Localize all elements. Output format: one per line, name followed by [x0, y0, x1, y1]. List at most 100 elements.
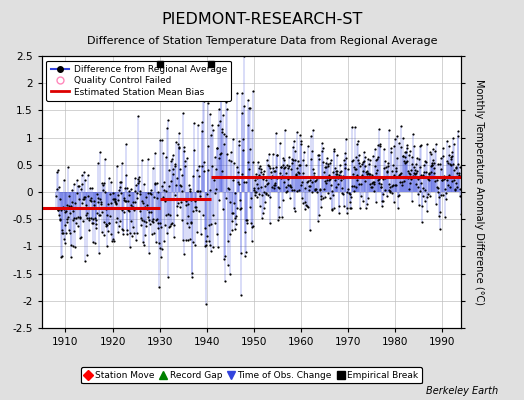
- Point: [283, 188, 291, 194]
- Point: [74, 214, 83, 220]
- Point: [315, 187, 324, 193]
- Point: [125, 208, 134, 214]
- Point: [258, 215, 266, 221]
- Point: [455, 170, 463, 176]
- Point: [445, 152, 453, 158]
- Point: [440, 176, 448, 182]
- Point: [68, 199, 77, 206]
- Point: [226, 148, 235, 155]
- Point: [99, 187, 107, 194]
- Point: [180, 147, 189, 154]
- Point: [137, 214, 146, 221]
- Point: [372, 199, 380, 206]
- Point: [227, 158, 235, 165]
- Point: [91, 215, 99, 221]
- Point: [331, 165, 339, 172]
- Point: [244, 122, 252, 128]
- Point: [202, 238, 211, 244]
- Point: [198, 128, 206, 134]
- Point: [176, 204, 184, 210]
- Point: [139, 200, 147, 206]
- Point: [395, 172, 403, 178]
- Point: [178, 216, 187, 223]
- Point: [85, 216, 94, 223]
- Point: [146, 190, 154, 196]
- Point: [225, 186, 233, 192]
- Point: [411, 160, 420, 167]
- Point: [106, 212, 114, 219]
- Point: [289, 138, 298, 144]
- Point: [73, 183, 82, 189]
- Point: [332, 170, 341, 177]
- Point: [202, 301, 210, 308]
- Point: [190, 120, 198, 126]
- Point: [243, 219, 251, 226]
- Point: [322, 164, 331, 170]
- Point: [113, 215, 121, 221]
- Point: [63, 219, 71, 225]
- Point: [182, 202, 191, 208]
- Point: [259, 189, 268, 195]
- Point: [66, 230, 74, 236]
- Point: [270, 182, 278, 188]
- Point: [192, 204, 200, 211]
- Point: [348, 124, 357, 130]
- Point: [161, 212, 170, 218]
- Point: [241, 253, 249, 259]
- Point: [174, 140, 182, 147]
- Point: [302, 202, 311, 208]
- Point: [162, 125, 171, 132]
- Point: [301, 206, 310, 213]
- Point: [135, 178, 144, 184]
- Point: [216, 150, 225, 156]
- Point: [401, 159, 410, 165]
- Point: [93, 210, 101, 216]
- Point: [178, 172, 186, 178]
- Point: [246, 105, 254, 111]
- Point: [185, 188, 194, 194]
- Point: [439, 192, 447, 198]
- Point: [223, 238, 232, 244]
- Point: [129, 204, 138, 210]
- Point: [100, 219, 108, 226]
- Point: [328, 207, 336, 213]
- Point: [425, 171, 433, 177]
- Point: [334, 175, 343, 181]
- Point: [211, 220, 220, 226]
- Point: [142, 194, 150, 200]
- Point: [456, 192, 464, 199]
- Point: [77, 234, 85, 240]
- Point: [424, 176, 432, 182]
- Point: [154, 224, 162, 231]
- Point: [260, 168, 268, 174]
- Point: [305, 227, 314, 233]
- Point: [241, 178, 249, 185]
- Point: [257, 184, 265, 190]
- Point: [420, 187, 429, 194]
- Point: [154, 220, 162, 226]
- Point: [394, 204, 402, 211]
- Point: [58, 227, 66, 233]
- Point: [270, 182, 279, 189]
- Point: [287, 166, 296, 172]
- Point: [71, 199, 79, 206]
- Point: [84, 172, 92, 178]
- Point: [62, 208, 70, 214]
- Point: [114, 192, 122, 198]
- Point: [54, 206, 62, 213]
- Point: [282, 189, 291, 196]
- Point: [268, 151, 277, 157]
- Point: [135, 174, 143, 180]
- Point: [242, 216, 250, 223]
- Point: [267, 175, 275, 182]
- Point: [139, 239, 147, 245]
- Point: [157, 254, 165, 261]
- Point: [293, 129, 301, 135]
- Point: [328, 206, 336, 212]
- Point: [407, 176, 416, 182]
- Point: [349, 171, 357, 177]
- Point: [444, 142, 453, 149]
- Point: [294, 158, 302, 164]
- Point: [272, 130, 280, 136]
- Point: [266, 194, 274, 200]
